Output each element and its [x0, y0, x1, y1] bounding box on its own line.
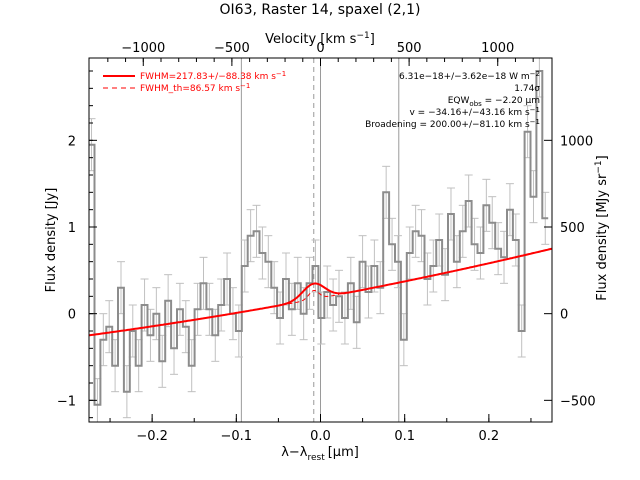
velocity-tick-label: 1000 [481, 41, 514, 56]
y-tick-label: 0 [68, 308, 76, 323]
plot-area: −0.2 −0.1 0.0 0.1 0.2 −1 0 1 2 −500 0 500 1000 [57, 57, 596, 444]
spectrum-group [89, 58, 552, 422]
velocity-tick-label: −500 [214, 41, 250, 56]
x-tick-label: −0.1 [221, 429, 253, 444]
x-tick-label: −0.2 [136, 429, 168, 444]
y-tick-label: 2 [68, 134, 76, 149]
spectrum-step-line [89, 70, 549, 406]
legend: FWHM=217.83+/−88.38 km s−1 FWHM_th=86.57… [103, 70, 286, 94]
fit-curve [89, 247, 552, 337]
x-tick-label: 0.1 [394, 429, 415, 444]
x-tick-label: 0.0 [310, 429, 331, 444]
y-axis-label: Flux density [Jy] [44, 188, 59, 293]
y2-tick-label: 500 [560, 221, 585, 236]
velocity-tick-labels: −1000 −500 0 500 1000 [121, 41, 514, 56]
legend-fwhm-th-label: FWHM_th=86.57 km s−1 [140, 82, 250, 94]
annotation-eqw: EQWobs = −2.20 μm [448, 96, 540, 108]
velocity-tick-label: −1000 [121, 41, 165, 56]
velocity-tick-label: 500 [397, 41, 422, 56]
velocity-tick-label: 0 [316, 41, 324, 56]
annotation-flux: 6.31e−18+/−3.62e−18 W m−2 [399, 70, 540, 82]
annotation-broadening: Broadening = 200.00+/−81.10 km s−1 [365, 118, 540, 130]
y-tick-label: −1 [57, 394, 76, 409]
chart-title: OI63, Raster 14, spaxel (2,1) [220, 2, 421, 18]
annotation-velocity: v = −34.16+/−43.16 km s−1 [410, 106, 541, 118]
x-tick-label: 0.2 [479, 429, 500, 444]
y2-tick-label: 0 [560, 308, 568, 323]
fit-annotations: 6.31e−18+/−3.62e−18 W m−2 1.74σ EQWobs =… [365, 70, 540, 130]
annotation-sigma: 1.74σ [514, 84, 540, 94]
thermal-fit-curve [288, 290, 340, 305]
x-axis-label: λ−λrest [μm] [281, 445, 359, 463]
y2-tick-label: −500 [560, 394, 596, 409]
y-tick-label: 1 [68, 221, 76, 236]
y2-axis-label: Flux density [MJy sr−1] [594, 155, 610, 300]
y2-tick-label: 1000 [560, 134, 593, 149]
legend-fwhm-label: FWHM=217.83+/−88.38 km s−1 [140, 70, 286, 82]
velocity-axis-label: Velocity [km s−1] [265, 31, 375, 47]
